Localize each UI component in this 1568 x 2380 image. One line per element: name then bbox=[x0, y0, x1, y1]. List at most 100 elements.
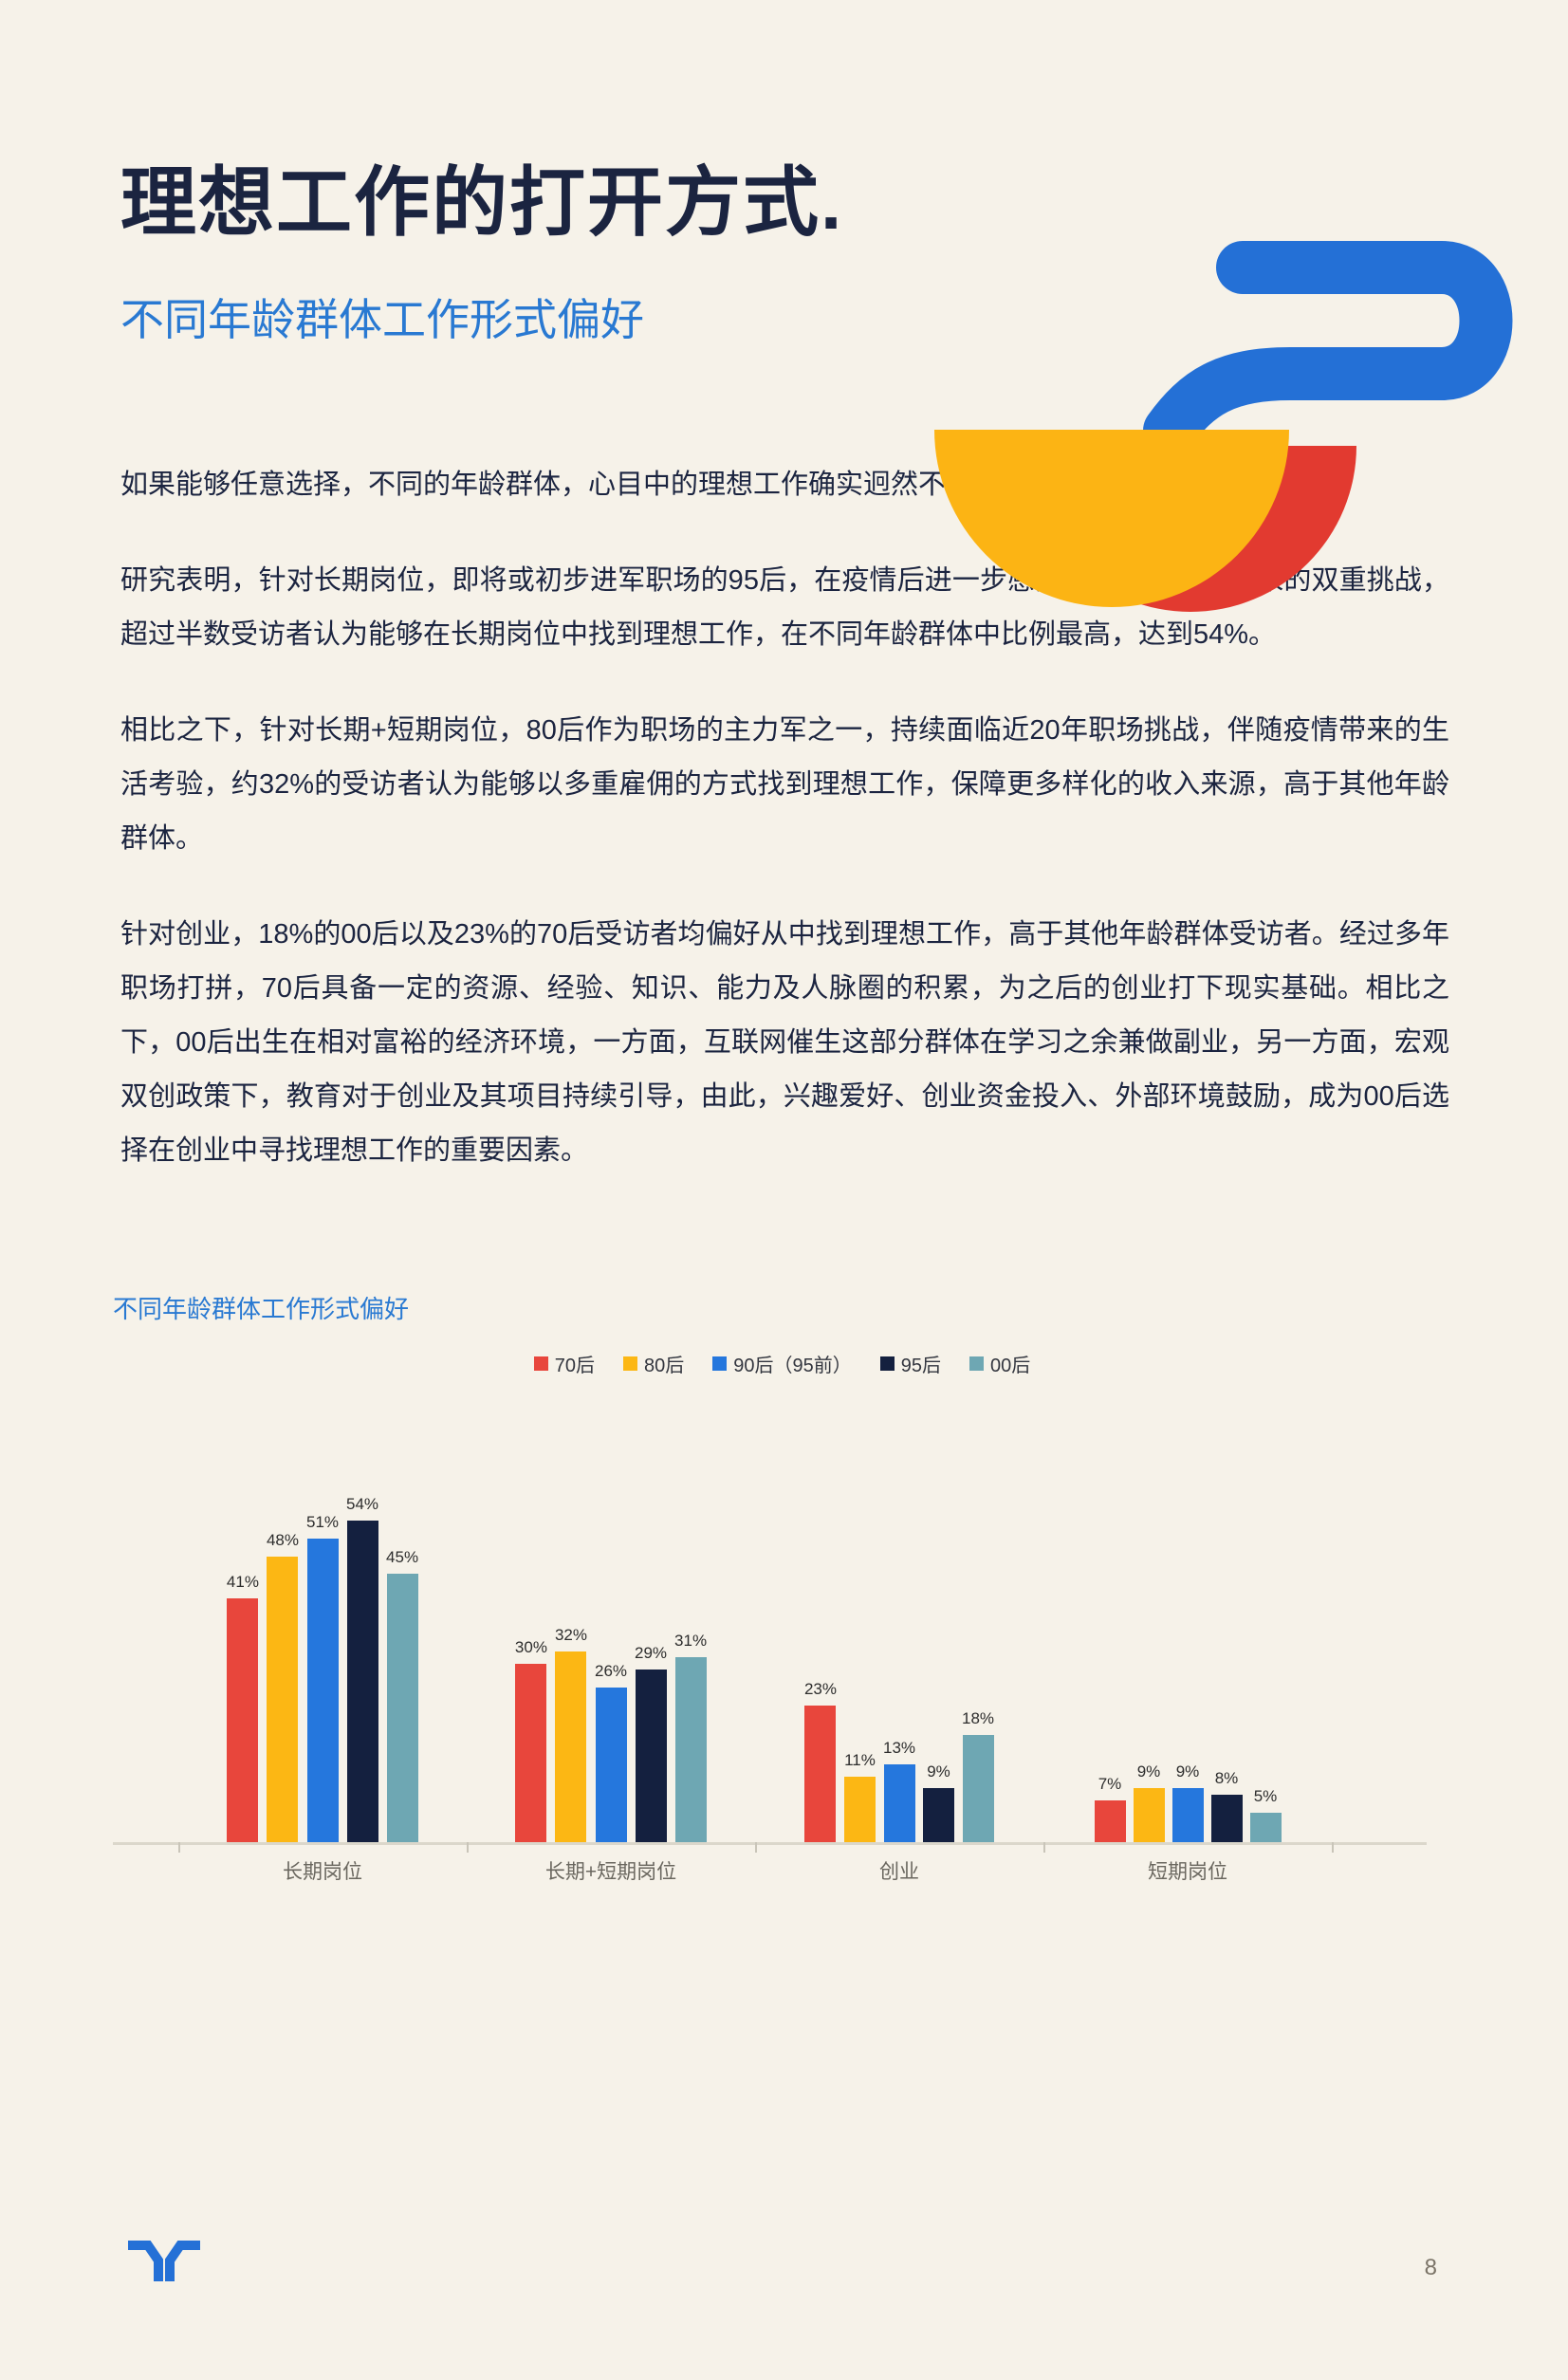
bar-value-label: 8% bbox=[1214, 1769, 1239, 1788]
bar-value-label: 48% bbox=[266, 1531, 299, 1550]
x-axis-line bbox=[113, 1842, 1427, 1854]
bar-value-label: 7% bbox=[1098, 1775, 1122, 1794]
axis-tick bbox=[1332, 1842, 1334, 1854]
bar-group: 23% 11% 13% 9% 18% bbox=[755, 1394, 1043, 1843]
chart-title: 不同年龄群体工作形式偏好 bbox=[113, 1295, 410, 1324]
bar bbox=[227, 1598, 259, 1843]
bar bbox=[1094, 1800, 1126, 1843]
bar bbox=[674, 1657, 707, 1843]
legend-item: 90后（95前） bbox=[712, 1350, 852, 1377]
bar-column: 54% bbox=[346, 1495, 379, 1843]
bar-column: 29% bbox=[635, 1644, 668, 1843]
body-paragraph: 相比之下，针对长期+短期岗位，80后作为职场的主力军之一，持续面临近20年职场挑… bbox=[120, 715, 1449, 855]
bar-value-label: 5% bbox=[1253, 1787, 1278, 1806]
bar bbox=[923, 1788, 955, 1843]
bar-value-label: 29% bbox=[635, 1644, 668, 1663]
bar-value-label: 26% bbox=[594, 1662, 628, 1681]
bar-column: 31% bbox=[674, 1632, 708, 1843]
bar-value-label: 18% bbox=[962, 1709, 995, 1728]
category-label: 长期+短期岗位 bbox=[544, 1861, 677, 1884]
bar bbox=[1249, 1813, 1282, 1843]
bar bbox=[346, 1521, 378, 1843]
body-paragraph: 针对创业，18%的00后以及23%的70后受访者均偏好从中找到理想工作，高于其他… bbox=[120, 919, 1449, 1167]
legend-item: 95后 bbox=[879, 1350, 941, 1377]
bar-value-label: 9% bbox=[1136, 1762, 1161, 1781]
body-paragraph: 如果能够任意选择，不同的年龄群体，心目中的理想工作确实迥然不同。 bbox=[120, 470, 1002, 501]
page-number: 8 bbox=[1424, 2255, 1437, 2280]
legend-item: 70后 bbox=[533, 1350, 595, 1377]
legend-item: 80后 bbox=[623, 1350, 684, 1377]
bar bbox=[1210, 1795, 1243, 1843]
bar-value-label: 51% bbox=[305, 1513, 340, 1532]
bar bbox=[306, 1539, 339, 1843]
category-label: 短期岗位 bbox=[1148, 1861, 1227, 1884]
legend-label: 90后（95前） bbox=[733, 1356, 852, 1377]
bar bbox=[386, 1574, 418, 1843]
bar bbox=[635, 1670, 667, 1843]
legend-label: 70后 bbox=[554, 1356, 595, 1377]
bar-value-label: 11% bbox=[844, 1751, 876, 1770]
bar-column: 9% bbox=[1133, 1762, 1165, 1843]
s-curve-graphic bbox=[1143, 241, 1513, 457]
bar-column: 48% bbox=[266, 1531, 299, 1843]
chart-legend: 70后 80后 90后（95前） 95后 00后 bbox=[113, 1350, 1451, 1377]
bar-column: 26% bbox=[594, 1662, 628, 1843]
chart-plot-area: 41% 48% 51% 54% 45% 30% 32% 26% 29% 31% 23% 11% 13% 9… bbox=[113, 1394, 1427, 1885]
category-label: 长期岗位 bbox=[283, 1861, 362, 1884]
bar-value-label: 9% bbox=[1175, 1762, 1200, 1781]
brand-logo-left-stroke bbox=[128, 2241, 163, 2281]
bar-column: 7% bbox=[1094, 1775, 1126, 1843]
bar-value-label: 54% bbox=[346, 1495, 379, 1514]
bar-column: 51% bbox=[305, 1513, 340, 1843]
legend-label: 95后 bbox=[900, 1356, 941, 1377]
bar bbox=[883, 1764, 915, 1843]
bar-column: 11% bbox=[843, 1751, 876, 1843]
legend-item: 00后 bbox=[969, 1350, 1030, 1377]
bar-column: 18% bbox=[962, 1709, 995, 1843]
bar-groups: 41% 48% 51% 54% 45% 30% 32% 26% 29% 31% 23% 11% 13% 9… bbox=[178, 1394, 1332, 1843]
chart-section: 不同年龄群体工作形式偏好 70后 80后 90后（95前） 95后 00后 41% 48%… bbox=[113, 1290, 1451, 1885]
bar bbox=[595, 1688, 627, 1843]
legend-swatch bbox=[533, 1356, 548, 1372]
legend-swatch bbox=[879, 1356, 895, 1372]
bar-column: 9% bbox=[1171, 1762, 1204, 1843]
axis-tick bbox=[178, 1842, 180, 1854]
body-paragraph: 研究表明，针对长期岗位，即将或初步进军职场的95后，在疫情后进一步感受到生活与就… bbox=[120, 565, 1449, 651]
legend-label: 00后 bbox=[990, 1356, 1031, 1377]
axis-tick bbox=[755, 1842, 757, 1854]
bar-value-label: 30% bbox=[514, 1638, 547, 1657]
bar-column: 23% bbox=[803, 1680, 837, 1843]
bar-value-label: 31% bbox=[674, 1632, 708, 1651]
bar-group: 30% 32% 26% 29% 31% bbox=[467, 1394, 755, 1843]
bar-value-label: 32% bbox=[554, 1626, 587, 1645]
category-label: 创业 bbox=[879, 1861, 919, 1884]
bar bbox=[962, 1735, 994, 1843]
legend-swatch bbox=[623, 1356, 637, 1372]
bar bbox=[843, 1777, 876, 1843]
bar-column: 45% bbox=[386, 1548, 419, 1843]
bar-column: 41% bbox=[226, 1573, 259, 1843]
bar bbox=[1171, 1788, 1204, 1843]
bar-column: 8% bbox=[1210, 1769, 1243, 1843]
bar-value-label: 45% bbox=[386, 1548, 419, 1567]
page-subtitle: 不同年龄群体工作形式偏好 bbox=[120, 295, 644, 344]
bar-column: 9% bbox=[923, 1762, 955, 1843]
bar-group: 41% 48% 51% 54% 45% bbox=[178, 1394, 467, 1843]
bar-value-label: 23% bbox=[803, 1680, 837, 1699]
bar-column: 5% bbox=[1249, 1787, 1282, 1843]
bar-column: 13% bbox=[883, 1739, 915, 1843]
bar-column: 30% bbox=[514, 1638, 547, 1843]
bar-value-label: 41% bbox=[226, 1573, 259, 1592]
bar bbox=[515, 1664, 547, 1843]
page-title: 理想工作的打开方式. bbox=[120, 160, 844, 245]
page-footer: 8 bbox=[0, 2240, 1568, 2281]
category-labels: 长期岗位 长期+短期岗位 创业 短期岗位 bbox=[178, 1856, 1332, 1885]
brand-logo bbox=[128, 2241, 200, 2281]
axis-tick bbox=[1043, 1842, 1045, 1854]
bar-value-label: 9% bbox=[927, 1762, 950, 1781]
bar bbox=[267, 1557, 299, 1843]
legend-label: 80后 bbox=[644, 1356, 685, 1377]
brand-logo-right-stroke bbox=[165, 2241, 200, 2281]
axis-tick bbox=[467, 1842, 469, 1854]
bar-group: 7% 9% 9% 8% 5% bbox=[1043, 1394, 1332, 1843]
